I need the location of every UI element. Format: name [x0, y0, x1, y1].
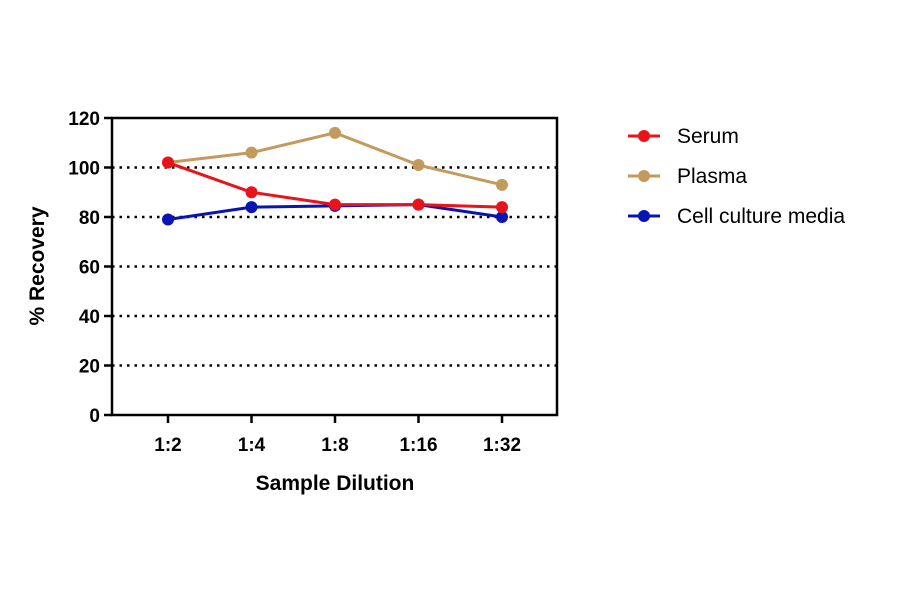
y-axis-label: % Recovery: [26, 206, 49, 325]
x-axis-label: Sample Dilution: [256, 472, 415, 495]
series-line: [167, 131, 503, 187]
data-point: [496, 201, 508, 214]
legend-label: Plasma: [677, 165, 747, 188]
y-axis: 0 20 40 60 80 100 120: [68, 109, 112, 427]
series-plasma: [162, 126, 508, 191]
gridlines: [112, 166, 557, 367]
data-point: [245, 201, 258, 214]
data-point: [496, 211, 508, 223]
data-point: [329, 198, 341, 211]
legend-item: Plasma: [628, 165, 747, 188]
data-point: [412, 198, 425, 211]
legend-item: Cell culture media: [628, 205, 845, 228]
data-point: [412, 159, 425, 172]
legend-marker: [638, 210, 650, 222]
y-tick-label: 80: [79, 208, 100, 229]
data-point: [245, 186, 258, 199]
legend-marker: [638, 170, 650, 182]
x-tick-label: 1:16: [399, 435, 437, 456]
data-point: [245, 146, 258, 159]
x-tick-label: 1:4: [238, 435, 266, 456]
x-tick-label: 1:2: [154, 435, 181, 456]
legend-label: Cell culture media: [677, 205, 845, 228]
x-tick-label: 1:8: [321, 435, 348, 456]
x-tick-label: 1:32: [483, 435, 521, 456]
x-axis: 1:2 1:4 1:8 1:16 1:32: [154, 415, 521, 456]
data-point: [329, 126, 341, 139]
y-tick-label: 0: [89, 406, 100, 427]
y-tick-label: 40: [79, 307, 100, 328]
legend: Serum Plasma Cell culture media: [628, 125, 845, 228]
series-serum: [162, 156, 508, 214]
data-point: [162, 156, 174, 169]
y-tick-label: 20: [79, 357, 100, 378]
legend-item: Serum: [628, 125, 739, 148]
legend-label: Serum: [677, 125, 739, 148]
y-tick-label: 120: [68, 109, 100, 130]
data-point: [496, 178, 508, 191]
legend-marker: [638, 130, 650, 142]
y-tick-label: 60: [79, 258, 100, 279]
data-point: [162, 213, 174, 226]
y-tick-label: 100: [68, 159, 100, 180]
